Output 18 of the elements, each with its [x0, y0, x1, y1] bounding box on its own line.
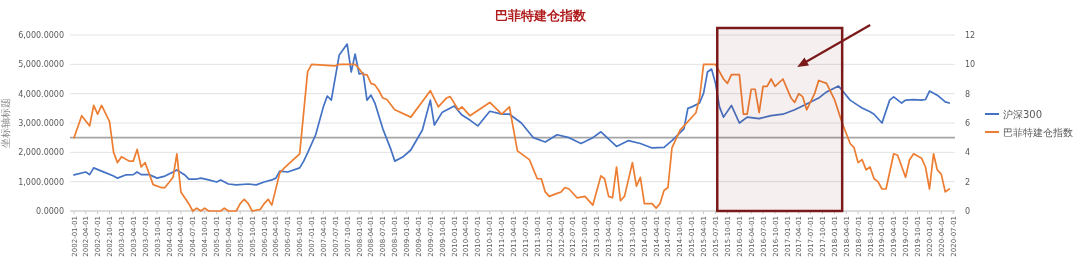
y2-tick-label: 2	[965, 177, 971, 187]
legend-label: 巴菲特建仓指数	[1003, 127, 1073, 138]
y2-tick-label: 10	[965, 60, 976, 70]
y2-tick-label: 6	[965, 119, 971, 128]
y-tick-label: 6,000.0000	[18, 31, 64, 40]
y-tick-label: 4,000.0000	[18, 89, 64, 99]
y-tick-label: 3,000.0000	[18, 119, 64, 128]
y-tick-label: 1,000.0000	[18, 177, 64, 187]
y-tick-label: 5,000.0000	[18, 60, 64, 70]
y2-tick-label: 8	[965, 89, 971, 99]
y-axis-title: 坐标轴标题	[0, 98, 11, 148]
y2-tick-label: 12	[965, 31, 976, 40]
y-tick-label: 2,000.0000	[18, 148, 64, 158]
y-tick-label: 0.0000	[36, 207, 64, 216]
legend-label: 沪深300	[1003, 109, 1043, 120]
y2-tick-label: 0	[965, 207, 971, 216]
y2-tick-label: 4	[965, 148, 971, 158]
chart-title: 巴菲特建仓指数	[494, 8, 587, 23]
